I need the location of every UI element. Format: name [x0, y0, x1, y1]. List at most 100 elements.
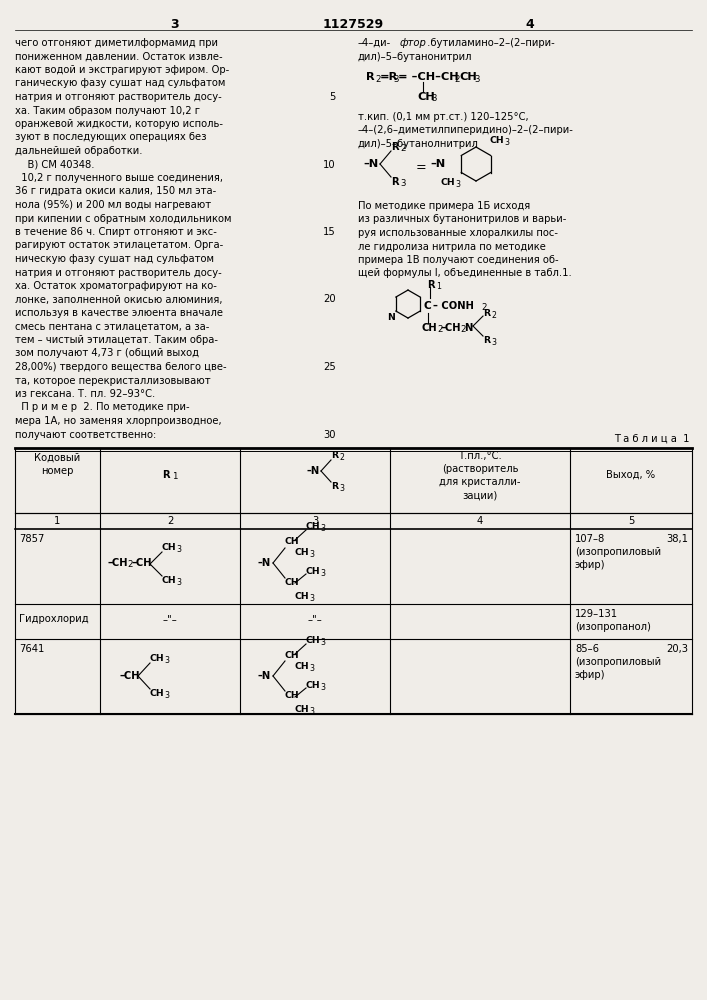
Text: (изопропиловый: (изопропиловый	[575, 657, 661, 667]
Text: П р и м е р  2. По методике при-: П р и м е р 2. По методике при-	[15, 402, 189, 412]
Text: CH: CH	[295, 705, 310, 714]
Text: –"–: –"–	[308, 614, 322, 624]
Text: R: R	[331, 482, 338, 491]
Text: 7857: 7857	[19, 534, 45, 544]
Text: эфир): эфир)	[575, 670, 605, 680]
Text: дил)–5–бутанонитрил: дил)–5–бутанонитрил	[358, 51, 472, 62]
Text: 3: 3	[164, 656, 169, 665]
Text: 3: 3	[320, 638, 325, 647]
Text: натрия и отгоняют растворитель досу-: натрия и отгоняют растворитель досу-	[15, 267, 222, 277]
Text: Выход, %: Выход, %	[607, 470, 655, 480]
Text: R: R	[391, 142, 399, 152]
Text: в течение 86 ч. Спирт отгоняют и экс-: в течение 86 ч. Спирт отгоняют и экс-	[15, 227, 217, 237]
Text: (изопропиловый: (изопропиловый	[575, 547, 661, 557]
Text: CH: CH	[162, 576, 177, 585]
Text: R: R	[391, 177, 399, 187]
Text: –N: –N	[307, 466, 320, 476]
Text: CH: CH	[306, 567, 321, 576]
Text: 2: 2	[339, 453, 344, 462]
Text: =R: =R	[380, 72, 398, 82]
Text: R: R	[331, 451, 338, 460]
Text: ле гидролиза нитрила по методике: ле гидролиза нитрила по методике	[358, 241, 546, 251]
Text: 107–8: 107–8	[575, 534, 605, 544]
Text: 25: 25	[323, 362, 336, 372]
Text: =: =	[416, 161, 427, 174]
Text: смесь пентана с этилацетатом, а за-: смесь пентана с этилацетатом, а за-	[15, 322, 209, 332]
Text: получают соответственно:: получают соответственно:	[15, 430, 156, 440]
Text: 2: 2	[127, 560, 132, 569]
Text: эфир): эфир)	[575, 560, 605, 570]
Text: CH: CH	[422, 323, 438, 333]
Text: = –CH–CH: = –CH–CH	[398, 72, 459, 82]
Text: 3: 3	[176, 578, 181, 587]
Text: 2: 2	[437, 325, 443, 334]
Text: CH: CH	[306, 636, 321, 645]
Text: ническую фазу сушат над сульфатом: ническую фазу сушат над сульфатом	[15, 254, 214, 264]
Text: CH: CH	[490, 136, 505, 145]
Text: N: N	[387, 313, 395, 322]
Text: R: R	[427, 280, 435, 290]
Text: ха. Таким образом получают 10,2 г: ха. Таким образом получают 10,2 г	[15, 105, 200, 115]
Text: R: R	[483, 336, 490, 345]
Text: 3: 3	[320, 524, 325, 533]
Text: 1: 1	[436, 282, 441, 291]
Text: R: R	[162, 470, 170, 480]
Text: Кодовый: Кодовый	[35, 453, 81, 463]
Text: 20,3: 20,3	[666, 644, 688, 654]
Text: 3: 3	[474, 75, 479, 84]
Text: 3: 3	[176, 545, 181, 554]
Text: CH: CH	[441, 178, 455, 187]
Text: ганическую фазу сушат над сульфатом: ганическую фазу сушат над сульфатом	[15, 79, 226, 89]
Text: лонке, заполненной окисью алюминия,: лонке, заполненной окисью алюминия,	[15, 294, 223, 304]
Text: щей формулы I, объединенные в табл.1.: щей формулы I, объединенные в табл.1.	[358, 268, 572, 278]
Text: –CH: –CH	[120, 671, 141, 681]
Text: CH: CH	[150, 654, 165, 663]
Text: CH: CH	[285, 651, 300, 660]
Text: По методике примера 1Б исходя: По методике примера 1Б исходя	[358, 201, 530, 211]
Text: из различных бутанонитрилов и варьи-: из различных бутанонитрилов и варьи-	[358, 215, 566, 225]
Text: 2: 2	[375, 75, 380, 84]
Text: 3: 3	[455, 180, 460, 189]
Text: 1: 1	[54, 516, 61, 526]
Text: –CH: –CH	[132, 558, 153, 568]
Text: В) СМ 40348.: В) СМ 40348.	[15, 159, 95, 169]
Text: при кипении с обратным холодильником: при кипении с обратным холодильником	[15, 214, 231, 224]
Text: 4: 4	[525, 18, 534, 31]
Text: 2: 2	[454, 75, 460, 84]
Text: 3: 3	[339, 484, 344, 493]
Text: для кристалли-: для кристалли-	[439, 477, 521, 487]
Text: 3: 3	[312, 516, 318, 526]
Text: тем – чистый этилацетат. Таким обра-: тем – чистый этилацетат. Таким обра-	[15, 335, 218, 345]
Text: –N: –N	[258, 558, 271, 568]
Text: –N: –N	[258, 671, 271, 681]
Text: –N: –N	[430, 159, 445, 169]
Text: 3: 3	[309, 664, 314, 673]
Text: –4–(2,6–диметилпиперидино)–2–(2–пири-: –4–(2,6–диметилпиперидино)–2–(2–пири-	[358, 125, 574, 135]
Text: CH: CH	[285, 691, 300, 700]
Text: –CH: –CH	[108, 558, 129, 568]
Text: CH: CH	[285, 537, 300, 546]
Text: 2: 2	[460, 325, 465, 334]
Text: фтор: фтор	[400, 38, 427, 48]
Text: R: R	[366, 72, 375, 82]
Text: нола (95%) и 200 мл воды нагревают: нола (95%) и 200 мл воды нагревают	[15, 200, 211, 210]
Text: рагируют остаток этилацетатом. Орга-: рагируют остаток этилацетатом. Орга-	[15, 240, 223, 250]
Text: Т.пл.,°С.: Т.пл.,°С.	[458, 451, 502, 461]
Text: пониженном давлении. Остаток извле-: пониженном давлении. Остаток извле-	[15, 51, 223, 62]
Text: –4–ди-: –4–ди-	[358, 38, 391, 48]
Text: –"–: –"–	[163, 614, 177, 624]
Text: 2: 2	[400, 144, 406, 153]
Text: CH: CH	[285, 578, 300, 587]
Text: дил)–5–бутанолнитрил: дил)–5–бутанолнитрил	[358, 139, 479, 149]
Text: 3: 3	[309, 550, 314, 559]
Text: 3: 3	[393, 75, 399, 84]
Text: 2: 2	[481, 303, 486, 312]
Text: 1: 1	[173, 472, 177, 481]
Text: (растворитель: (растворитель	[442, 464, 518, 474]
Text: Гидрохлорид: Гидрохлорид	[19, 614, 88, 624]
Text: –N: –N	[363, 159, 378, 169]
Text: CH: CH	[306, 522, 321, 531]
Text: т.кип. (0,1 мм рт.ст.) 120–125°С,: т.кип. (0,1 мм рт.ст.) 120–125°С,	[358, 112, 529, 122]
Text: используя в качестве элюента вначале: используя в качестве элюента вначале	[15, 308, 223, 318]
Text: 85–6: 85–6	[575, 644, 599, 654]
